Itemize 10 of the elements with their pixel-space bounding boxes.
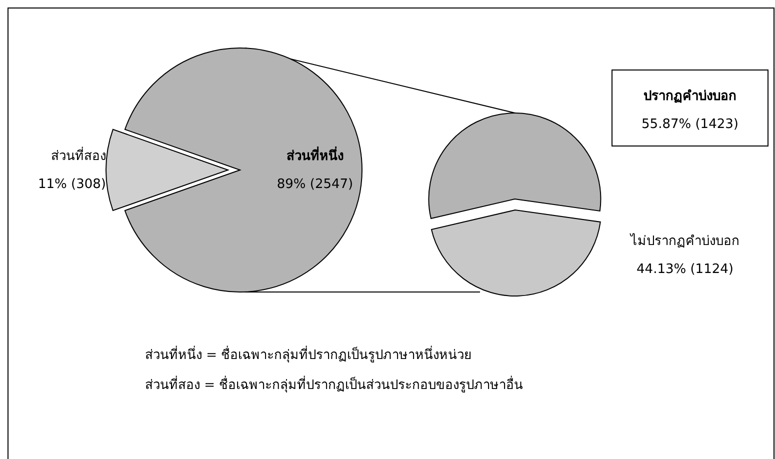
text: ส่วนที่สอง = ชื่อเฉพาะกลุ่มที่ปรากฏเป็นส่วนประกอบของรูปภาษาอื่น bbox=[145, 375, 524, 393]
slice-label: ไม่ปรากฏคำบ่งบอก bbox=[630, 233, 740, 249]
data-label: 55.87% (1423) bbox=[642, 117, 738, 132]
slice-label: ส่วนที่หนึ่ง bbox=[286, 146, 344, 164]
text: ส่วนที่หนึ่ง = ชื่อเฉพาะกลุ่มที่ปรากฏเป็นรูปภาษาหนึ่งหน่วย bbox=[145, 345, 472, 363]
data-label: 89% (2547) bbox=[276, 177, 354, 192]
data-label: 44.13% (1124) bbox=[636, 262, 734, 277]
slice-label: ส่วนที่สอง bbox=[51, 147, 106, 164]
data-label: 11% (308) bbox=[38, 177, 106, 192]
slice-label: ปรากฏคำบ่งบอก bbox=[644, 88, 736, 104]
